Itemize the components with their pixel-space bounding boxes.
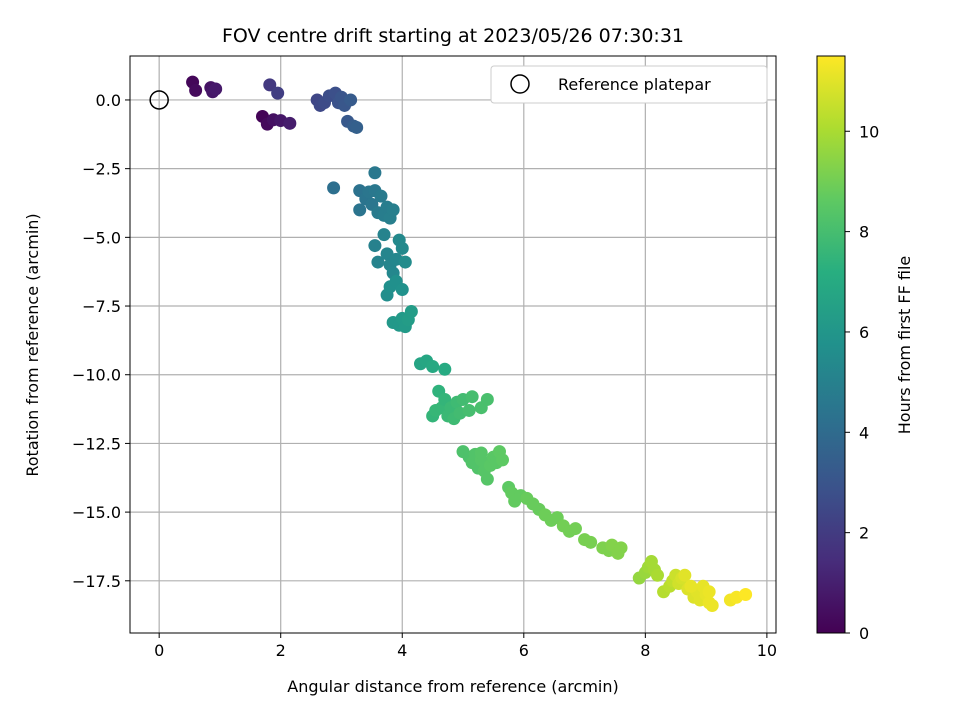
data-point <box>480 392 494 406</box>
data-point <box>438 362 452 376</box>
y-axis-ticks: 0.0 −2.5 −5.0 −7.5 −10.0 −12.5 −15.0 −17.5 <box>72 91 130 591</box>
data-point <box>702 585 716 599</box>
y-tick-label: −17.5 <box>72 572 121 591</box>
data-point <box>650 568 664 582</box>
colorbar-tick-label: 6 <box>859 323 869 342</box>
y-tick-label: −5.0 <box>82 228 121 247</box>
legend-marker-icon <box>510 74 530 94</box>
data-points <box>186 75 753 613</box>
data-point <box>353 203 367 217</box>
data-point <box>395 241 409 255</box>
data-point <box>426 359 440 373</box>
x-tick-label: 2 <box>276 641 286 660</box>
data-point <box>398 255 412 269</box>
data-point <box>678 568 692 582</box>
data-point <box>189 83 203 97</box>
colorbar-tick-label: 0 <box>859 624 869 643</box>
data-point <box>368 239 382 253</box>
x-tick-label: 6 <box>519 641 529 660</box>
legend-label: Reference platepar <box>558 75 711 94</box>
colorbar: 0 2 4 6 8 10 Hours from first FF file <box>816 55 914 643</box>
data-point <box>584 535 598 549</box>
data-point <box>705 599 719 613</box>
y-tick-label: −15.0 <box>72 503 121 522</box>
data-point <box>465 390 479 404</box>
plot-frame <box>129 55 777 634</box>
x-axis-label: Angular distance from reference (arcmin) <box>287 677 618 696</box>
reference-platepar-marker <box>149 90 169 110</box>
colorbar-label: Hours from first FF file <box>895 256 914 435</box>
colorbar-tick-label: 4 <box>859 423 869 442</box>
y-tick-label: −10.0 <box>72 366 121 385</box>
y-tick-label: −7.5 <box>82 297 121 316</box>
data-point <box>368 166 382 180</box>
data-point <box>480 472 494 486</box>
data-point <box>386 203 400 217</box>
colorbar-tick-label: 10 <box>859 122 879 141</box>
data-point <box>283 116 297 130</box>
data-point <box>462 403 476 417</box>
plot-area: 0 2 4 6 8 10 0.0 −2.5 −5.0 −7.5 −10.0 −12.5 −15.0 −1… <box>72 55 777 660</box>
data-point <box>371 255 385 269</box>
data-point <box>684 579 698 593</box>
data-point <box>271 86 285 100</box>
colorbar-tick-label: 2 <box>859 524 869 543</box>
legend: Reference platepar <box>490 65 768 104</box>
y-tick-label: 0.0 <box>96 91 121 110</box>
data-point <box>614 541 628 555</box>
data-point <box>263 78 277 92</box>
data-point <box>739 588 753 602</box>
x-tick-label: 0 <box>154 641 164 660</box>
x-axis-ticks: 0 2 4 6 8 10 <box>154 633 777 660</box>
data-point <box>568 522 582 536</box>
x-tick-label: 4 <box>397 641 407 660</box>
data-point <box>496 453 510 467</box>
data-point <box>474 446 488 460</box>
data-point <box>395 283 409 297</box>
data-point <box>350 120 364 134</box>
data-point <box>209 82 223 96</box>
colorbar-ticks: 0 2 4 6 8 10 <box>845 122 879 643</box>
y-axis-label: Rotation from reference (arcmin) <box>23 213 42 476</box>
colorbar-gradient <box>816 55 846 634</box>
x-tick-label: 8 <box>640 641 650 660</box>
data-point <box>377 228 391 242</box>
data-point <box>344 93 358 107</box>
y-tick-label: −2.5 <box>82 160 121 179</box>
plot-background <box>130 56 776 633</box>
x-tick-label: 10 <box>757 641 777 660</box>
y-tick-label: −12.5 <box>72 434 121 453</box>
data-point <box>404 305 418 319</box>
data-point <box>374 189 388 203</box>
legend-box <box>490 65 768 104</box>
data-point <box>327 181 341 195</box>
colorbar-tick-label: 8 <box>859 223 869 242</box>
chart-title: FOV centre drift starting at 2023/05/26 … <box>222 25 684 47</box>
